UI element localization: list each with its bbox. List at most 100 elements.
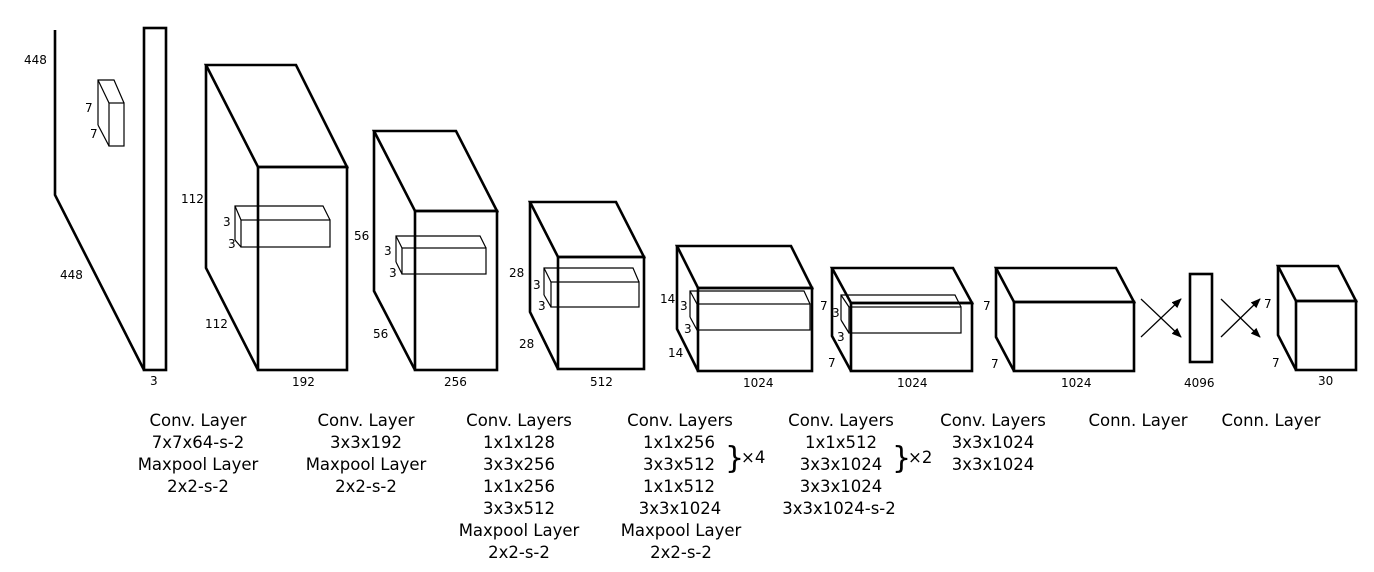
block1-w: 112 [205,317,228,331]
caption-line: 1x1x512 [643,477,715,496]
kernel-7x7 [97,79,125,147]
kernel-3x3 [689,290,811,331]
caption-6: Conv. Layers 3x3x1024 3x3x1024 [940,411,1046,474]
caption-line: 2x2-s-2 [488,543,550,562]
caption-line: Maxpool Layer [459,521,580,540]
block4-k2: 3 [684,322,692,336]
caption-line: 3x3x1024 [800,477,883,496]
caption-line: Conv. Layer [317,411,414,430]
block6-h: 7 [983,299,991,313]
caption-line: 3x3x512 [643,455,715,474]
conv-block-2: 56 3 3 56 256 [354,129,500,389]
full-connection-arrows-1 [1140,298,1182,338]
block5-k2: 3 [837,330,845,344]
input-depth-label: 3 [150,374,158,388]
input-height-label: 448 [24,53,47,67]
block2-k2: 3 [389,266,397,280]
caption-line: Conv. Layers [627,411,733,430]
kernel-w-label: 7 [90,127,98,141]
kernel-h-label: 7 [85,101,93,115]
arrow-icon [1220,298,1261,338]
caption-line: 3x3x512 [483,499,555,518]
caption-1: Conv. Layer 7x7x64-s-2 Maxpool Layer 2x2… [138,411,259,496]
block3-d: 512 [590,375,613,389]
output-h: 7 [1264,297,1272,311]
output-w: 7 [1272,356,1280,370]
input-image: 448 7 7 448 3 [24,26,168,388]
block4-h: 14 [660,292,675,306]
caption-line: Maxpool Layer [138,455,259,474]
block5-d: 1024 [897,376,928,390]
repeat-count: ×4 [741,448,765,467]
block4-k1: 3 [680,299,688,313]
block3-k2: 3 [538,299,546,313]
block6-d: 1024 [1061,376,1092,390]
repeat-count: ×2 [908,448,932,467]
caption-line: 3x3x1024 [952,455,1035,474]
block5-k1: 3 [832,306,840,320]
block2-h: 56 [354,229,369,243]
block5-w: 7 [828,356,836,370]
caption-line: 3x3x256 [483,455,555,474]
output-d: 30 [1318,374,1333,388]
block5-h: 7 [820,299,828,313]
caption-line: 1x1x256 [643,433,715,452]
kernel-3x3 [543,267,640,308]
block6-w: 7 [991,357,999,371]
full-connection-arrows-2 [1220,298,1261,338]
block1-k2: 3 [228,237,236,251]
caption-8: Conn. Layer [1221,411,1320,430]
kernel-3x3 [395,235,487,275]
caption-line: Maxpool Layer [621,521,742,540]
caption-line: Maxpool Layer [306,455,427,474]
caption-line: 2x2-s-2 [167,477,229,496]
block3-h: 28 [509,266,524,280]
caption-line: 3x3x1024 [800,455,883,474]
caption-line: Conn. Layer [1088,411,1187,430]
fc-layer: 4096 [1184,272,1215,390]
caption-line: 1x1x512 [805,433,877,452]
block2-k1: 3 [384,244,392,258]
caption-line: 3x3x1024 [952,433,1035,452]
block1-d: 192 [292,375,315,389]
conv-block-1: 112 3 3 112 192 [181,63,350,389]
caption-line: 1x1x128 [483,433,555,452]
caption-3: Conv. Layers 1x1x128 3x3x256 1x1x256 3x3… [459,411,580,562]
caption-2: Conv. Layer 3x3x192 Maxpool Layer 2x2-s-… [306,411,427,496]
conv-block-4: 14 3 3 14 1024 [660,244,815,390]
kernel-3x3 [234,205,331,248]
input-width-label: 448 [60,268,83,282]
caption-line: 3x3x1024 [639,499,722,518]
caption-line: 2x2-s-2 [335,477,397,496]
block1-k1: 3 [223,215,231,229]
caption-line: Conv. Layers [466,411,572,430]
block2-w: 56 [373,327,388,341]
conv-block-6: 7 7 1024 [983,266,1137,390]
caption-4: Conv. Layers 1x1x256 3x3x512 1x1x512 3x3… [621,411,766,562]
kernel-3x3 [840,294,962,334]
brace-icon: } [892,441,911,476]
caption-line: Conv. Layer [149,411,246,430]
block3-k1: 3 [533,278,541,292]
caption-line: 7x7x64-s-2 [152,433,245,452]
conv-block-3: 28 3 3 28 512 [509,200,647,389]
block4-d: 1024 [743,376,774,390]
caption-7: Conn. Layer [1088,411,1187,430]
caption-5: Conv. Layers 1x1x512 3x3x1024 3x3x1024 3… [782,411,932,518]
block3-w: 28 [519,337,534,351]
block4-w: 14 [668,346,683,360]
caption-line: 3x3x1024-s-2 [782,499,896,518]
caption-line: 1x1x256 [483,477,555,496]
caption-line: Conn. Layer [1221,411,1320,430]
caption-line: 2x2-s-2 [650,543,712,562]
arrow-icon [1140,298,1182,338]
caption-line: Conv. Layers [788,411,894,430]
brace-icon: } [725,441,744,476]
block1-h: 112 [181,192,204,206]
caption-line: 3x3x192 [330,433,402,452]
fc-size: 4096 [1184,376,1215,390]
output-tensor: 7 7 30 [1264,264,1359,388]
block2-d: 256 [444,375,467,389]
conv-block-5: 7 3 3 7 1024 [820,266,975,390]
